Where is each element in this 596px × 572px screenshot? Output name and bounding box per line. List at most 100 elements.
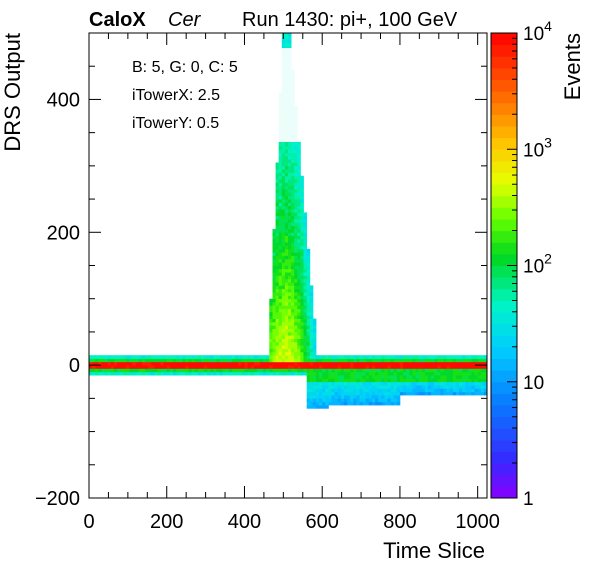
heatmap-cell [275, 179, 280, 183]
heatmap-cell [477, 358, 482, 363]
heatmap-cell [281, 308, 286, 313]
heatmap-cell [278, 195, 283, 200]
heatmap-cell [396, 401, 401, 406]
heatmap-cell [281, 145, 286, 150]
heatmap-cell [157, 358, 161, 363]
heatmap-cell [303, 355, 307, 359]
heatmap-cell [356, 361, 360, 366]
heatmap-cell [288, 305, 292, 310]
heatmap-cell [368, 358, 373, 363]
heatmap-cell [278, 159, 283, 163]
heatmap-cell [455, 358, 460, 363]
heatmap-cell [474, 368, 479, 373]
heatmap-cell [365, 371, 370, 376]
heatmap-cell [319, 371, 323, 376]
heatmap-cell [210, 368, 214, 373]
heatmap-cell [340, 401, 345, 406]
info-line-2: iTowerX: 2.5 [132, 87, 220, 104]
palette-segment [491, 91, 517, 104]
heatmap-cell [291, 358, 295, 363]
heatmap-cell [117, 365, 121, 369]
heatmap-cell [300, 242, 304, 246]
heatmap-cell [281, 149, 286, 153]
heatmap-cell [294, 145, 298, 150]
heatmap-cell [294, 348, 298, 353]
heatmap-cell [281, 295, 286, 300]
heatmap-cell [275, 265, 280, 270]
heatmap-cell [278, 155, 283, 160]
heatmap-cell [303, 258, 307, 263]
heatmap-cell [135, 361, 140, 366]
heatmap-cell [309, 328, 314, 333]
heatmap-cell [89, 358, 93, 363]
heatmap-cell [312, 401, 317, 406]
heatmap-cell [278, 242, 283, 246]
heatmap-cell [138, 358, 143, 363]
heatmap-cell [284, 322, 289, 326]
heatmap-cell [381, 385, 385, 389]
heatmap-cell [92, 368, 96, 373]
heatmap-cell [368, 355, 373, 359]
heatmap-cell [297, 295, 301, 300]
heatmap-cell [483, 355, 488, 359]
heatmap-cell [303, 282, 307, 286]
heatmap-cell [288, 179, 292, 183]
heatmap-cell [250, 355, 255, 359]
heatmap-cell [260, 371, 264, 376]
heatmap-cell [288, 199, 292, 203]
heatmap-cell [294, 182, 298, 187]
heatmap-cell [294, 325, 298, 329]
heatmap-cell [138, 371, 143, 376]
heatmap-cell [272, 295, 276, 300]
heatmap-cell [312, 335, 317, 339]
heatmap-cell [284, 245, 289, 250]
heatmap-cell [303, 351, 307, 356]
heatmap-cell [288, 202, 292, 207]
heatmap-cell [337, 368, 342, 373]
heatmap-cell [148, 368, 152, 373]
heatmap-cell [409, 378, 413, 383]
heatmap-cell [157, 365, 161, 369]
heatmap-cell [204, 368, 208, 373]
heatmap-cell [384, 385, 388, 389]
heatmap-cell [437, 381, 441, 386]
heatmap-cell [288, 242, 292, 246]
heatmap-cell [319, 405, 323, 409]
heatmap-cell [188, 371, 192, 376]
heatmap-cell [288, 312, 292, 316]
heatmap-cell [424, 368, 429, 373]
heatmap-cell [459, 365, 463, 369]
heatmap-cell [309, 288, 314, 293]
heatmap-cell [399, 358, 404, 363]
heatmap-cell [378, 355, 382, 359]
heatmap-cell [294, 162, 298, 167]
heatmap-cell [424, 378, 429, 383]
heatmap-cell [284, 265, 289, 270]
heatmap-cell [434, 365, 438, 369]
heatmap-cell [278, 238, 283, 243]
heatmap-cell [291, 199, 295, 203]
heatmap-cell [372, 375, 376, 379]
heatmap-cell [375, 378, 379, 383]
heatmap-cell [269, 345, 273, 349]
heatmap-cell [297, 195, 301, 200]
heatmap-cell [362, 401, 367, 406]
heatmap-cell [328, 365, 332, 369]
heatmap-cell [471, 378, 475, 383]
heatmap-cell [92, 361, 96, 366]
heatmap-cell [288, 232, 292, 236]
heatmap-cell [384, 361, 388, 366]
heatmap-cell [151, 365, 155, 369]
heatmap-cell [291, 348, 295, 353]
palette-segment [491, 381, 517, 394]
heatmap-cell [284, 235, 289, 240]
palette-segment [491, 172, 517, 185]
heatmap-cell [244, 355, 248, 359]
heatmap-cell [281, 229, 286, 233]
heatmap-cell [312, 361, 317, 366]
heatmap-cell [387, 361, 391, 366]
heatmap-cell [278, 152, 283, 157]
heatmap-cell [393, 388, 398, 393]
heatmap-cell [431, 388, 435, 393]
heatmap-cell [135, 365, 140, 369]
